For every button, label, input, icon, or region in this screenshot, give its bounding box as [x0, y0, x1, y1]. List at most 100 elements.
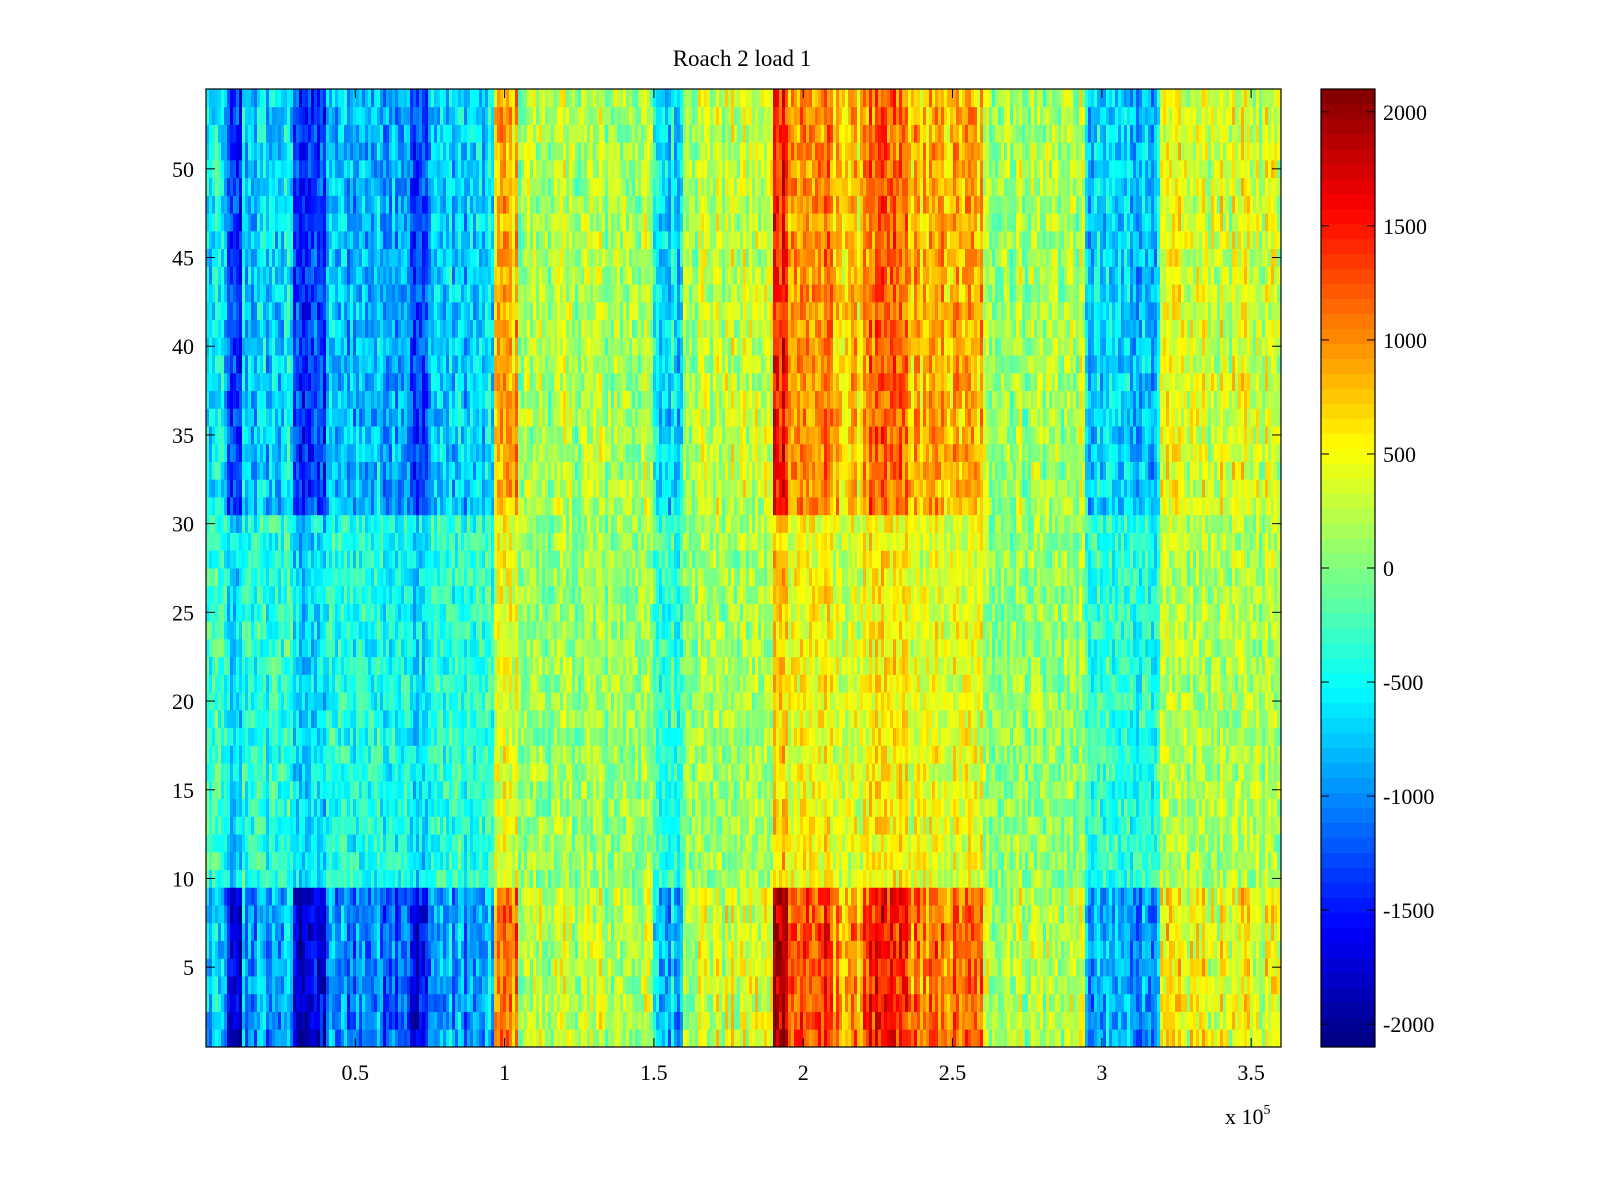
heatmap-cell: [1001, 816, 1005, 835]
heatmap-cell: [869, 798, 873, 817]
heatmap-cell: [1067, 905, 1071, 924]
heatmap-cell: [932, 1029, 936, 1048]
heatmap-cell: [1034, 869, 1038, 888]
heatmap-cell: [254, 940, 258, 959]
heatmap-cell: [1238, 922, 1242, 941]
heatmap-cell: [944, 869, 948, 888]
heatmap-cell: [1151, 1011, 1155, 1030]
heatmap-cell: [695, 869, 699, 888]
heatmap-cell: [971, 869, 975, 888]
heatmap-cell: [1217, 993, 1221, 1012]
heatmap-cell: [833, 887, 837, 906]
heatmap-cell: [371, 816, 375, 835]
heatmap-cell: [308, 869, 312, 888]
heatmap-cell: [665, 922, 669, 941]
heatmap-cell: [341, 851, 345, 870]
heatmap-cell: [299, 976, 303, 995]
heatmap-cell: [1094, 834, 1098, 853]
heatmap-cell: [1202, 993, 1206, 1012]
heatmap-cell: [1232, 1029, 1236, 1048]
heatmap-cell: [371, 940, 375, 959]
heatmap-cell: [881, 887, 885, 906]
heatmap-cell: [221, 958, 225, 977]
heatmap-cell: [1010, 1029, 1014, 1048]
heatmap-cell: [1205, 816, 1209, 835]
heatmap-cell: [1262, 1011, 1266, 1030]
heatmap-cell: [938, 905, 942, 924]
heatmap-cell: [266, 958, 270, 977]
heatmap-cell: [1175, 922, 1179, 941]
heatmap-cell: [446, 905, 450, 924]
heatmap-cell: [251, 976, 255, 995]
heatmap-cell: [1106, 976, 1110, 995]
heatmap-cell: [368, 922, 372, 941]
heatmap-cell: [854, 1011, 858, 1030]
heatmap-cell: [1196, 798, 1200, 817]
heatmap-cell: [854, 1029, 858, 1048]
heatmap-cell: [242, 834, 246, 853]
heatmap-cell: [848, 940, 852, 959]
heatmap-cell: [395, 993, 399, 1012]
heatmap-cell: [1115, 851, 1119, 870]
heatmap-cell: [245, 851, 249, 870]
heatmap-cell: [917, 940, 921, 959]
heatmap-cell: [650, 993, 654, 1012]
heatmap-cell: [542, 976, 546, 995]
heatmap-cell: [365, 798, 369, 817]
heatmap-cell: [1160, 905, 1164, 924]
heatmap-cell: [866, 834, 870, 853]
heatmap-cell: [848, 834, 852, 853]
heatmap-cell: [431, 993, 435, 1012]
heatmap-cell: [500, 851, 504, 870]
heatmap-cell: [932, 834, 936, 853]
heatmap-cell: [521, 798, 525, 817]
heatmap-cell: [509, 976, 513, 995]
heatmap-cell: [788, 869, 792, 888]
heatmap-cell: [305, 798, 309, 817]
heatmap-cell: [296, 976, 300, 995]
heatmap-cell: [251, 816, 255, 835]
heatmap-cell: [959, 940, 963, 959]
heatmap-cell: [335, 922, 339, 941]
heatmap-cell: [638, 816, 642, 835]
heatmap-cell: [632, 940, 636, 959]
heatmap-cell: [257, 940, 261, 959]
heatmap-cell: [425, 798, 429, 817]
heatmap-cell: [869, 816, 873, 835]
heatmap-cell: [899, 922, 903, 941]
heatmap-cell: [1226, 869, 1230, 888]
heatmap-cell: [962, 1011, 966, 1030]
heatmap-cell: [419, 834, 423, 853]
heatmap-cell: [1148, 798, 1152, 817]
heatmap-cell: [476, 922, 480, 941]
heatmap-cell: [386, 851, 390, 870]
heatmap-cell: [314, 869, 318, 888]
heatmap-cell: [746, 798, 750, 817]
heatmap-cell: [968, 976, 972, 995]
heatmap-cell: [248, 993, 252, 1012]
heatmap-cell: [698, 798, 702, 817]
heatmap-cell: [653, 887, 657, 906]
heatmap-cell: [1112, 993, 1116, 1012]
heatmap-cell: [1022, 958, 1026, 977]
heatmap-cell: [977, 993, 981, 1012]
heatmap-cell: [575, 940, 579, 959]
heatmap-cell: [227, 887, 231, 906]
heatmap-cell: [776, 1011, 780, 1030]
heatmap-cell: [1139, 834, 1143, 853]
heatmap-cell: [806, 1029, 810, 1048]
heatmap-cell: [224, 869, 228, 888]
heatmap-cell: [791, 993, 795, 1012]
heatmap-cell: [1028, 1029, 1032, 1048]
heatmap-cell: [722, 798, 726, 817]
heatmap-cell: [710, 958, 714, 977]
heatmap-cell: [425, 958, 429, 977]
heatmap-cell: [857, 869, 861, 888]
heatmap-cell: [854, 940, 858, 959]
heatmap-cell: [935, 816, 939, 835]
heatmap-cell: [1166, 905, 1170, 924]
heatmap-cell: [215, 816, 219, 835]
heatmap-cell: [1109, 976, 1113, 995]
heatmap-cell: [581, 993, 585, 1012]
heatmap-cell: [245, 834, 249, 853]
